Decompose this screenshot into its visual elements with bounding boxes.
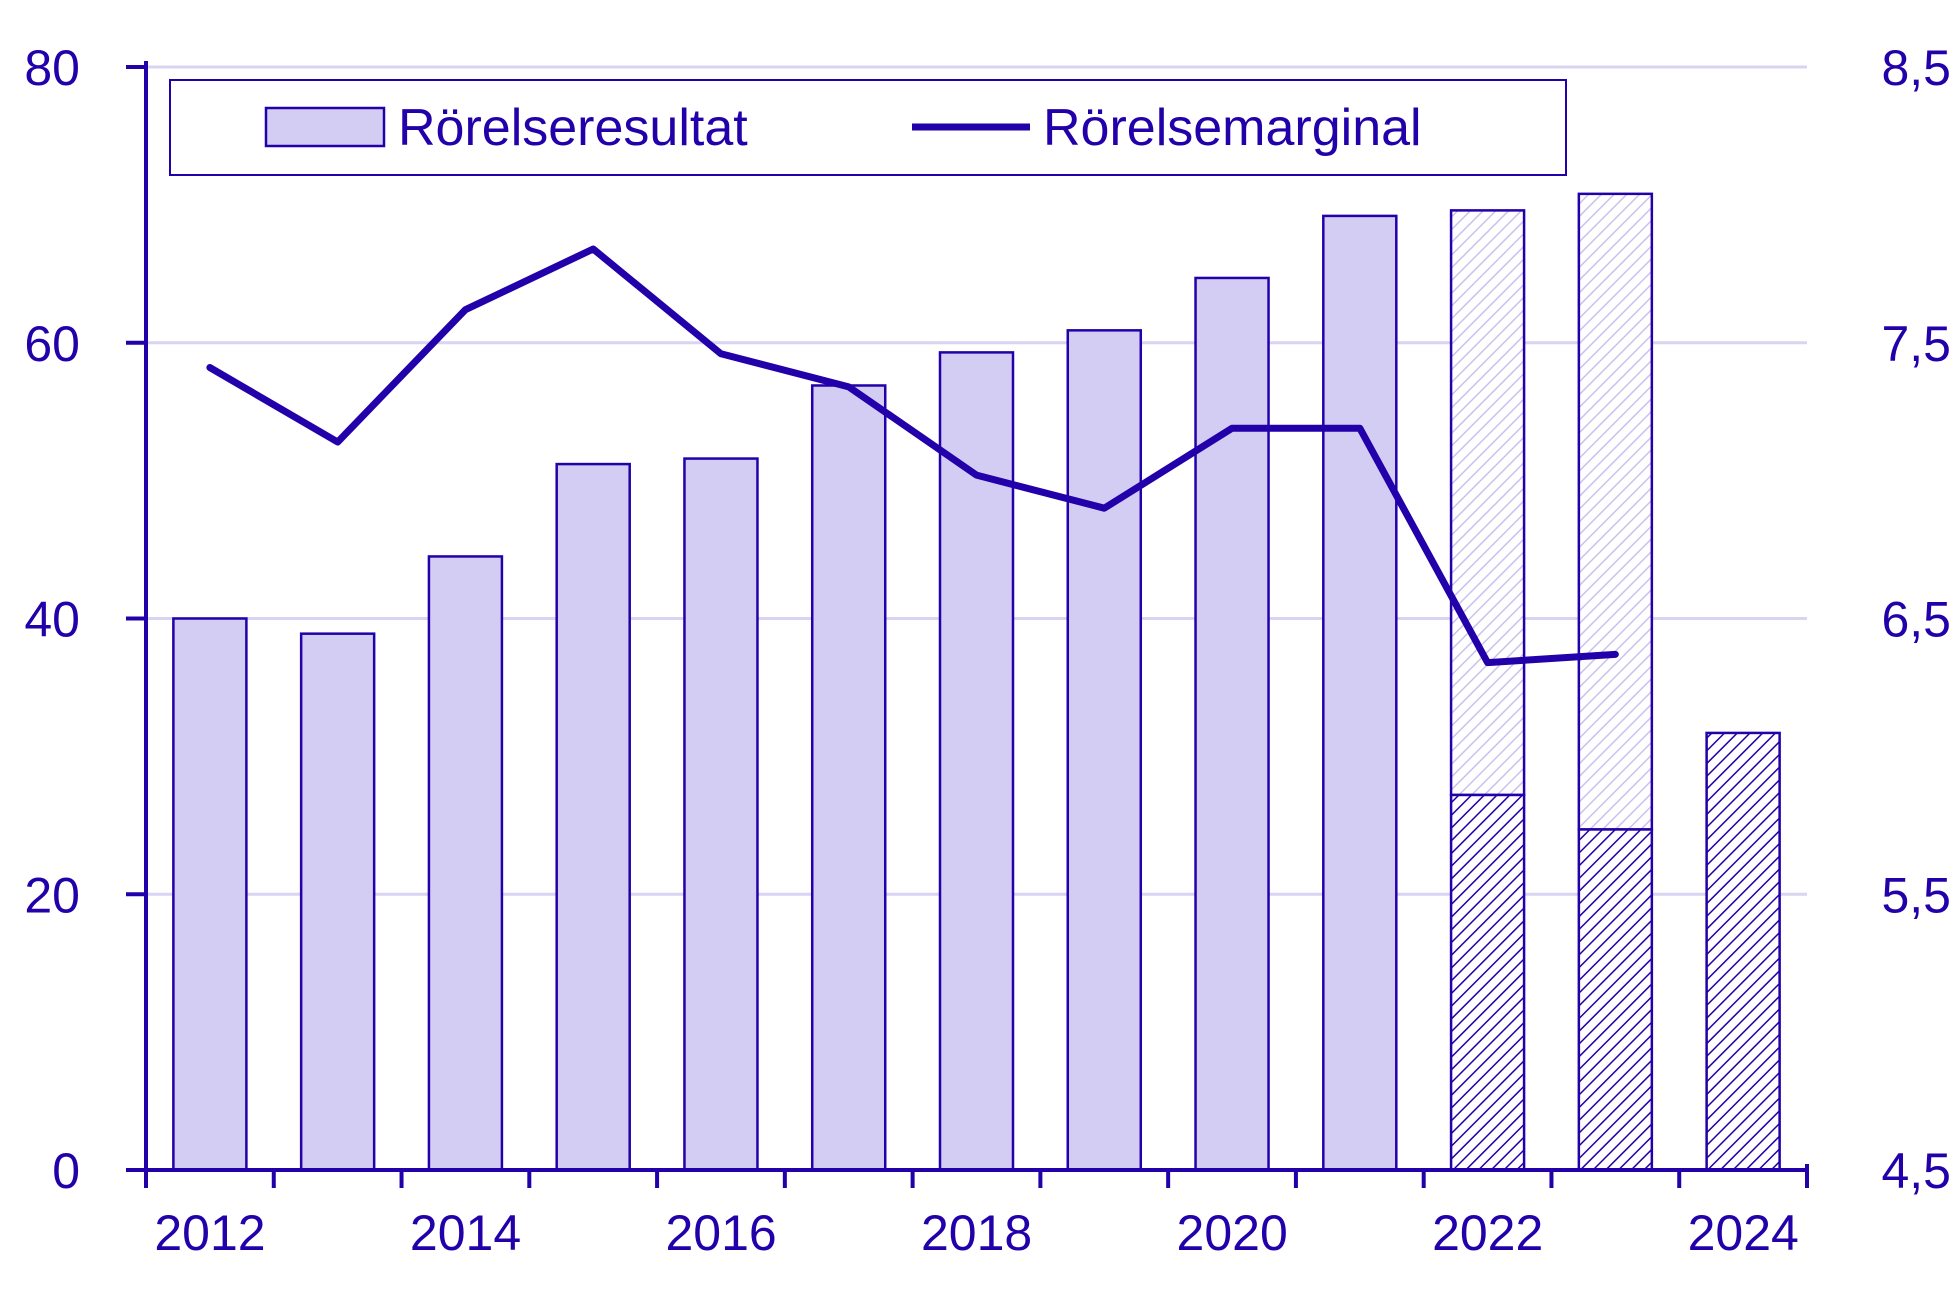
y-left-tick-label: 40 [24,592,80,648]
y-left-tick-label: 80 [24,40,80,96]
bar [938,351,1015,1172]
y-right-tick-label: 4,5 [1881,1143,1951,1199]
y-left-tick-label: 20 [24,867,80,923]
legend-box [169,79,1567,176]
bar-upper-hatched [1449,209,1526,797]
bars [172,192,1781,1172]
y-right-tick-label: 8,5 [1881,40,1951,96]
legend-label-line: Rörelsemarginal [1043,99,1422,157]
line-series [206,245,1619,667]
y-right-tick-label: 7,5 [1881,316,1951,372]
bar [172,617,248,1172]
bar [683,457,759,1172]
axes [126,61,1809,1188]
y-right-tick-label: 5,5 [1881,867,1951,923]
bar [427,555,504,1172]
legend: Rörelseresultat Rörelsemarginal [169,79,1567,176]
x-tick-label: 2014 [410,1205,521,1261]
bar-lower-hatched [1449,793,1526,1172]
x-tick-label: 2018 [921,1205,1032,1261]
legend-swatch-bar [264,106,386,148]
x-tick-label: 2020 [1177,1205,1288,1261]
tick-labels: 0 20 40 60 80 4,5 5,5 6,5 7,5 8,5 2012 2014 2016 2018… [24,40,1951,1261]
bar [1194,276,1270,1172]
y-right-tick-label: 6,5 [1881,592,1951,648]
x-tick-label: 2016 [665,1205,776,1261]
bar [299,632,376,1172]
y-left-tick-label: 0 [52,1143,80,1199]
legend-label-bar: Rörelseresultat [398,99,748,157]
x-tick-label: 2024 [1688,1205,1799,1261]
bar-upper-hatched [1577,192,1654,831]
line-rorelsemarginal [206,245,1619,667]
x-tick-label: 2012 [154,1205,265,1261]
bar [1322,214,1398,1172]
bar [810,384,887,1172]
bar [1066,329,1143,1172]
bar [555,462,631,1172]
bar-lower-hatched [1577,828,1654,1172]
x-tick-label: 2022 [1432,1205,1543,1261]
y-left-tick-label: 60 [24,316,80,372]
bar-lower-hatched [1705,731,1781,1172]
